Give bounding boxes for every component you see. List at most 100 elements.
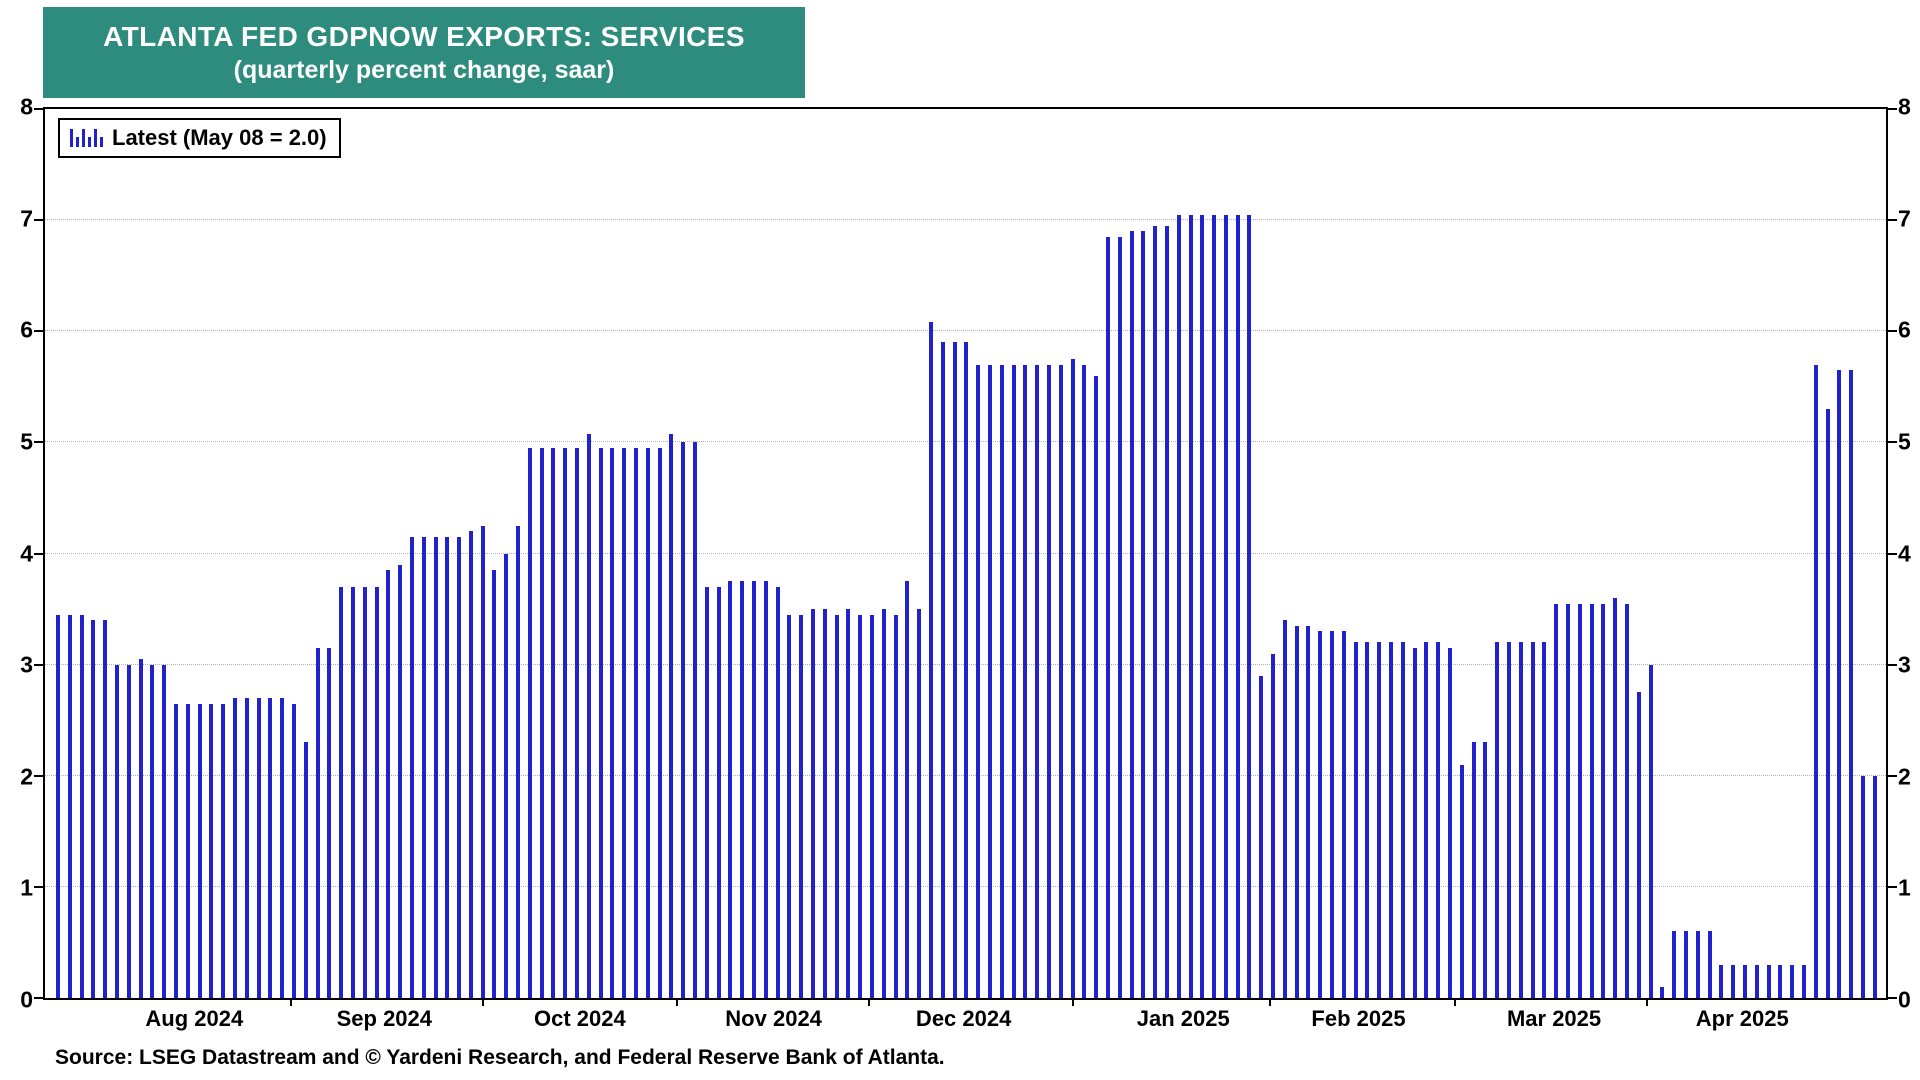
bar — [940, 342, 945, 998]
bar — [799, 614, 804, 998]
bar — [138, 659, 143, 998]
bar — [1306, 625, 1311, 998]
bar — [1282, 620, 1287, 998]
bar — [917, 609, 922, 998]
x-axis-labels: Aug 2024 Sep 2024 Oct 2024 Nov 2024 Dec 2024… — [43, 1006, 1888, 1038]
bar — [398, 564, 403, 998]
bar — [468, 531, 473, 998]
bar — [787, 614, 792, 998]
bar — [1011, 364, 1016, 998]
bar — [232, 697, 237, 998]
bar — [209, 703, 214, 998]
y-axis-label: 1 — [20, 874, 33, 901]
bar — [740, 581, 745, 998]
bar — [1766, 964, 1771, 998]
legend-bars-icon — [70, 129, 103, 147]
bar — [1318, 631, 1323, 998]
bar — [1164, 225, 1169, 998]
bar — [1294, 625, 1299, 998]
bar — [1507, 642, 1512, 998]
y-axis-label: 4 — [20, 540, 33, 566]
bar — [634, 447, 639, 998]
bar — [1825, 409, 1830, 998]
bar — [1176, 214, 1181, 998]
bar — [1601, 603, 1606, 998]
bar — [1094, 375, 1099, 998]
bar — [622, 447, 627, 998]
bar — [1742, 964, 1747, 998]
plot-frame: Latest (May 08 = 2.0) — [34, 107, 1897, 1006]
bar — [315, 647, 320, 998]
bar — [339, 586, 344, 998]
bar — [527, 447, 532, 998]
y-tick-mark — [34, 108, 43, 110]
bar — [421, 536, 426, 998]
y-axis-label: 1 — [1898, 874, 1911, 901]
bar — [386, 570, 391, 998]
bar — [1353, 642, 1358, 998]
bar — [445, 536, 450, 998]
bar — [763, 581, 768, 998]
bar — [1188, 214, 1193, 998]
bar — [1495, 642, 1500, 998]
legend-label: Latest (May 08 = 2.0) — [112, 125, 327, 150]
bar — [1330, 631, 1335, 998]
bar — [563, 447, 568, 998]
x-axis-label: Aug 2024 — [145, 1006, 244, 1031]
y-tick-mark — [1888, 997, 1897, 999]
bar — [1683, 931, 1688, 998]
y-axis-label: 6 — [1898, 316, 1911, 343]
chart-subtitle: (quarterly percent change, saar) — [233, 55, 615, 84]
bar — [586, 433, 591, 998]
bar — [1566, 603, 1570, 998]
plot-area — [45, 109, 1886, 998]
bar — [79, 614, 84, 998]
chart-title-box: ATLANTA FED GDPNOW EXPORTS: SERVICES (qu… — [43, 7, 805, 98]
bar — [1660, 986, 1665, 998]
bar — [1341, 631, 1346, 998]
bar — [67, 614, 72, 998]
bar — [303, 742, 308, 998]
bar — [1613, 597, 1618, 998]
bar — [480, 525, 485, 998]
bar — [999, 364, 1004, 998]
bar — [504, 553, 509, 998]
y-tick-mark — [1888, 108, 1897, 110]
x-tick-mark — [676, 998, 679, 1006]
bar — [1554, 603, 1559, 998]
y-tick-mark — [34, 663, 43, 666]
bar — [1813, 364, 1818, 998]
bar — [1117, 236, 1122, 998]
bar — [280, 697, 285, 998]
bar — [1235, 214, 1240, 998]
y-tick-mark — [1888, 330, 1897, 333]
y-tick-mark — [34, 774, 43, 777]
bar — [575, 447, 580, 998]
bar — [1129, 231, 1134, 998]
bar — [91, 620, 96, 998]
bar — [185, 703, 190, 998]
y-tick-mark — [34, 997, 43, 999]
bar — [516, 525, 521, 998]
y-axis-label: 0 — [20, 986, 33, 1013]
bar — [952, 342, 957, 998]
x-axis-label: Dec 2024 — [915, 1006, 1012, 1031]
y-axis-label: 5 — [20, 428, 33, 455]
y-tick-mark — [1888, 774, 1897, 777]
bar — [1589, 603, 1594, 998]
bar — [457, 536, 462, 998]
bar — [681, 442, 686, 998]
bar — [752, 581, 757, 998]
y-axis-left: 0 1 2 3 4 5 6 7 8 — [0, 94, 38, 1013]
bar — [1483, 742, 1488, 998]
bar — [1448, 647, 1453, 998]
bar — [1719, 964, 1724, 998]
bar — [645, 447, 650, 998]
x-axis-label: Sep 2024 — [336, 1006, 433, 1031]
bar — [492, 570, 497, 998]
bar — [1389, 642, 1394, 998]
bar — [1082, 364, 1087, 998]
x-tick-mark — [482, 998, 485, 1006]
bar — [1412, 647, 1417, 998]
y-tick-mark — [34, 552, 43, 555]
